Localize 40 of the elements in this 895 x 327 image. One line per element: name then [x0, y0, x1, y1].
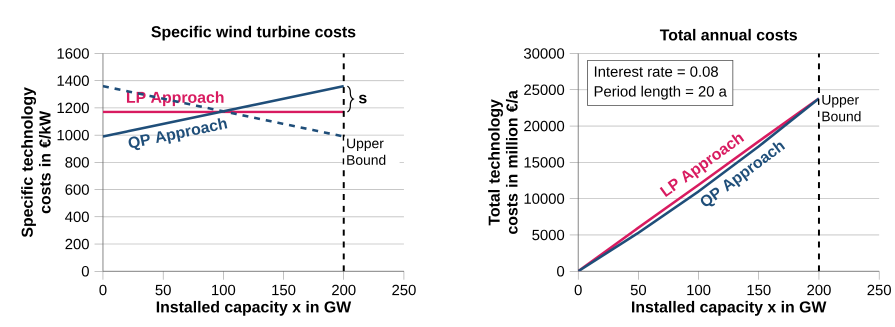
- y-tick-label: 400: [65, 212, 89, 222]
- x-tick-label: 50: [630, 284, 646, 296]
- annotation: Interest rate = 0.08: [594, 66, 718, 77]
- y-tick-label: 5000: [532, 230, 564, 240]
- x-tick-label: 0: [574, 284, 582, 296]
- x-tick-label: 250: [392, 284, 416, 296]
- x-tick-label: 150: [748, 284, 771, 296]
- y-tick-label: 1200: [58, 102, 89, 114]
- y-tick-label: 800: [65, 157, 89, 168]
- y-tick-label: 30000: [524, 48, 564, 59]
- y-tick-label: 25000: [524, 84, 564, 96]
- y-tick-label: 1000: [58, 130, 89, 141]
- y-tick-label: 1400: [58, 76, 89, 86]
- ref-line-label: Upper Bound: [347, 138, 386, 166]
- y-axis-title: Specific technology costs in €/kW: [21, 87, 51, 238]
- y-tick-label: 0: [557, 266, 564, 277]
- x-tick-label: 250: [868, 284, 891, 296]
- x-axis-title: Installed capacity x in GW: [632, 301, 826, 316]
- y-tick-label: 0: [82, 266, 89, 277]
- x-axis-title: Installed capacity x in GW: [156, 301, 352, 316]
- y-tick-label: 10000: [524, 194, 564, 204]
- x-tick-label: 150: [272, 284, 296, 296]
- x-tick-label: 100: [687, 284, 710, 296]
- x-tick-label: 200: [332, 284, 356, 296]
- x-tick-label: 100: [212, 284, 236, 296]
- annotation: Period length = 20 a: [594, 86, 727, 100]
- x-tick-label: 0: [99, 284, 107, 296]
- x-tick-label: 200: [807, 284, 831, 296]
- text: QP Approach: [128, 118, 228, 150]
- y-tick-label: 20000: [524, 120, 564, 132]
- y-tick-label: 600: [65, 184, 89, 195]
- y-axis-title: Total technology costs in million €/a: [488, 90, 518, 234]
- ref-line-label: Upper Bound: [822, 95, 861, 122]
- annotation: s: [358, 94, 367, 104]
- chart-title: Total annual costs: [660, 29, 797, 41]
- x-tick-label: 50: [155, 284, 171, 296]
- y-tick-label: 200: [65, 238, 89, 250]
- y-tick-label: 1600: [58, 48, 89, 59]
- y-tick-label: 15000: [524, 157, 564, 168]
- chart-title: Specific wind turbine costs: [151, 26, 356, 41]
